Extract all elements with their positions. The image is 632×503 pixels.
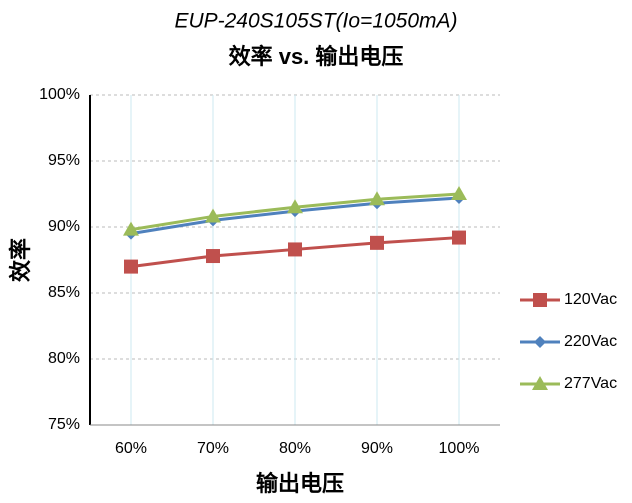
marker — [533, 293, 547, 307]
marker — [532, 376, 548, 390]
marker — [452, 230, 466, 245]
marker — [288, 242, 302, 257]
x-tick-label: 90% — [361, 440, 393, 457]
y-tick-label: 100% — [39, 86, 80, 103]
y-tick-label: 95% — [48, 152, 80, 169]
legend-label: 220Vac — [564, 333, 617, 350]
legend-label: 277Vac — [564, 375, 617, 392]
marker — [124, 259, 138, 274]
marker — [206, 249, 220, 264]
y-tick-label: 90% — [48, 218, 80, 235]
y-axis-label: 效率 — [8, 238, 33, 282]
marker — [370, 235, 384, 250]
marker — [534, 336, 546, 348]
legend-label: 120Vac — [564, 291, 617, 308]
x-axis-label: 输出电压 — [256, 471, 344, 496]
marker — [369, 191, 385, 206]
y-tick-label: 75% — [48, 416, 80, 433]
marker — [287, 199, 303, 214]
x-tick-label: 80% — [279, 440, 311, 457]
x-tick-label: 60% — [115, 440, 147, 457]
marker — [205, 208, 221, 223]
y-tick-label: 80% — [48, 350, 80, 367]
marker — [451, 186, 467, 200]
marker — [123, 221, 139, 236]
y-tick-label: 85% — [48, 284, 80, 301]
chart-subtitle: EUP-240S105ST(Io=1050mA) — [174, 10, 457, 33]
chart-title: 效率 vs. 输出电压 — [229, 44, 404, 69]
x-tick-label: 70% — [197, 440, 229, 457]
x-tick-label: 100% — [439, 440, 480, 457]
